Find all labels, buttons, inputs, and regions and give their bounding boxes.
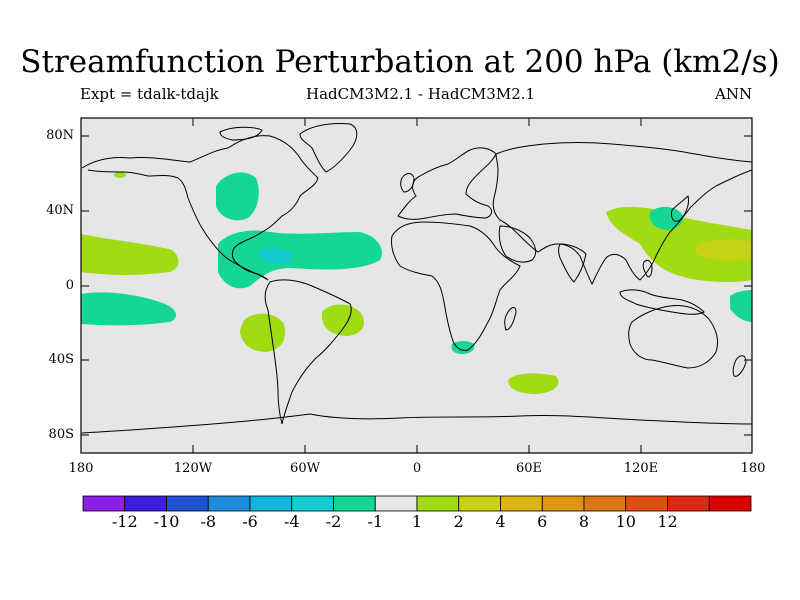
lat-ticks (81, 135, 752, 436)
colorbar-swatch-8 (416, 495, 460, 512)
season-label: ANN (715, 85, 753, 103)
lon-label-0: 0 (412, 461, 422, 476)
negative-core-caribbean (258, 248, 293, 264)
positive-region-south-indian-ocean (508, 373, 559, 394)
lat-label-40s: 40S (48, 352, 74, 367)
negative-region-japan (649, 206, 684, 230)
colorbar-label-4: -4 (283, 512, 300, 531)
coastline-japan (671, 195, 689, 222)
coastline-india (558, 243, 587, 283)
negative-region-tropical-atlantic (218, 230, 382, 289)
lat-label-80n: 80N (46, 128, 74, 143)
coastline-new-zealand (732, 355, 747, 377)
colorbar-label-13: 12 (657, 512, 678, 531)
lon-label-120e: 120E (623, 461, 659, 476)
coastline-europe (397, 147, 497, 220)
lon-ticks (192, 118, 642, 453)
coastline-asia (492, 142, 753, 286)
colorbar-label-6: -1 (367, 512, 384, 531)
colorbar-label-8: 2 (453, 512, 464, 531)
coastline-philippines (642, 259, 653, 278)
colorbar-label-2: -8 (200, 512, 217, 531)
colorbar-swatch-13 (625, 495, 668, 512)
chart-title: Streamfunction Perturbation at 200 hPa (… (20, 44, 780, 80)
coastline-australia (628, 305, 719, 369)
coastlines (81, 123, 753, 434)
colorbar-swatch-2 (166, 495, 209, 512)
colorbar-swatch-6 (333, 495, 376, 512)
lat-label-40n: 40N (46, 203, 74, 218)
positive-core-west-pacific (695, 239, 752, 261)
lat-label-eq: 0 (65, 278, 74, 293)
positive-region-southeast-pacific (240, 313, 286, 352)
colorbar-label-12: 10 (615, 512, 636, 531)
lon-label-60w: 60W (290, 461, 320, 476)
colorbar-swatch-5 (291, 495, 334, 512)
colorbar-swatch-15 (708, 495, 752, 512)
negative-region-southwest-pacific (730, 290, 752, 322)
colorbar-label-7: 1 (411, 512, 423, 531)
colorbar-swatch-9 (458, 495, 501, 512)
negative-region-east-pacific-south (81, 292, 176, 326)
colorbar-swatch-11 (541, 495, 585, 512)
colorbar-label-9: 4 (495, 512, 506, 531)
positive-region-alaska (114, 172, 126, 178)
negative-region-south-africa (451, 341, 475, 354)
coastline-indonesia (619, 289, 705, 315)
anomaly-fills (81, 172, 752, 394)
coastline-south-america (264, 279, 352, 425)
model-label: HadCM3M2.1 - HadCM3M2.1 (306, 85, 536, 103)
coastline-madagascar (504, 307, 517, 331)
lon-label-180e: 180 (740, 461, 766, 476)
colorbar-label-11: 8 (578, 512, 590, 531)
colorbar (82, 495, 752, 512)
positive-region-east-pacific-north (81, 234, 179, 275)
negative-region-north-america (216, 172, 259, 221)
colorbar-swatch-14 (667, 495, 710, 512)
coastline-africa (391, 221, 521, 351)
lat-label-80s: 80S (48, 427, 74, 442)
coastline-greenland (299, 123, 358, 173)
colorbar-swatch-0 (82, 495, 126, 512)
colorbar-label-5: -2 (325, 512, 342, 531)
colorbar-label-10: 6 (537, 512, 548, 531)
colorbar-label-3: -6 (242, 512, 258, 531)
colorbar-swatch-12 (583, 495, 627, 512)
colorbar-label-0: -12 (111, 512, 138, 531)
colorbar-label-1: -10 (153, 512, 180, 531)
lon-label-60e: 60E (515, 461, 543, 476)
positive-region-west-pacific (606, 206, 752, 283)
colorbar-swatch-10 (500, 495, 543, 512)
coastline-arabia (498, 225, 537, 263)
map-background (81, 118, 752, 453)
lon-label-120w: 120W (173, 461, 213, 476)
positive-region-south-atlantic (321, 304, 364, 336)
coastline-arctic-islands (219, 126, 263, 141)
experiment-label: Expt = tdalk-tdajk (80, 85, 219, 103)
colorbar-swatch-4 (249, 495, 293, 512)
colorbar-swatch-1 (124, 495, 167, 512)
coastline-british-isles (400, 173, 415, 193)
lon-label-180w: 180 (68, 461, 94, 476)
coastline-antarctica (81, 413, 753, 434)
colorbar-swatch-3 (207, 495, 251, 512)
colorbar-swatch-7 (374, 495, 418, 512)
